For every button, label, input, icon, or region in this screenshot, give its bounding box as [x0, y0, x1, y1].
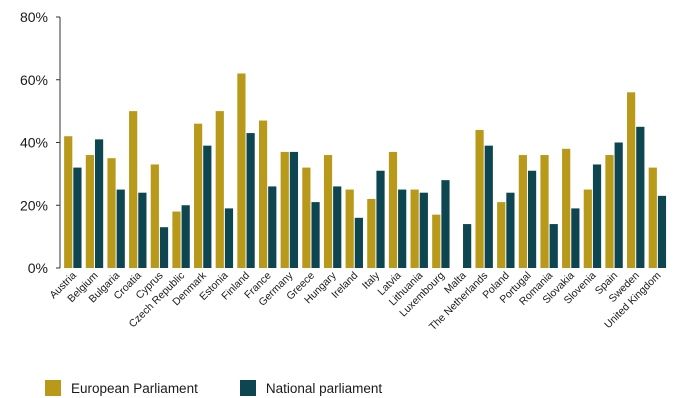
- bar-european-parliament: [627, 92, 636, 268]
- bar-national-parliament: [73, 167, 82, 268]
- bar-european-parliament: [540, 155, 549, 268]
- bar-european-parliament: [518, 155, 527, 268]
- legend-swatch-national-parliament: [239, 380, 256, 396]
- bar-european-parliament: [280, 151, 289, 268]
- bar-european-parliament: [258, 120, 268, 268]
- bar-european-parliament: [367, 198, 376, 268]
- bar-national-parliament: [289, 151, 299, 268]
- legend-swatch-european-parliament: [45, 380, 61, 396]
- bar-european-parliament: [237, 73, 246, 268]
- bar-national-parliament: [354, 217, 363, 268]
- bar-national-parliament: [94, 139, 104, 268]
- y-tick-label: 40%: [20, 135, 48, 151]
- bar-european-parliament: [215, 111, 224, 268]
- bar-national-parliament: [268, 186, 277, 268]
- bar-european-parliament: [85, 155, 94, 268]
- bar-european-parliament: [64, 136, 73, 268]
- bar-national-parliament: [527, 170, 537, 268]
- legend-label-national-parliament: National parliament: [265, 380, 383, 396]
- y-tick-label: 0%: [28, 260, 48, 276]
- bar-national-parliament: [224, 208, 234, 268]
- bar-national-parliament: [376, 170, 385, 268]
- bar-national-parliament: [138, 192, 147, 268]
- bar-european-parliament: [583, 189, 592, 268]
- bar-national-parliament: [484, 145, 493, 268]
- bar-national-parliament: [159, 227, 169, 268]
- bar-european-parliament: [194, 123, 203, 268]
- bar-national-parliament: [441, 180, 450, 268]
- bar-european-parliament: [432, 214, 441, 268]
- bar-european-parliament: [172, 211, 181, 268]
- bar-european-parliament: [388, 151, 398, 268]
- bar-national-parliament: [571, 208, 580, 268]
- bar-european-parliament: [129, 111, 138, 268]
- bars: [64, 73, 667, 268]
- bar-national-parliament: [549, 224, 558, 268]
- bar-national-parliament: [246, 133, 255, 268]
- bar-national-parliament: [398, 189, 407, 268]
- legend-label-european-parliament: European Parliament: [71, 380, 198, 396]
- bar-european-parliament: [562, 148, 571, 268]
- bar-european-parliament: [410, 189, 419, 268]
- bar-national-parliament: [592, 164, 602, 268]
- bar-national-parliament: [116, 189, 125, 268]
- bar-european-parliament: [648, 167, 657, 268]
- legend: European Parliament National parliament: [45, 380, 424, 396]
- bar-european-parliament: [107, 158, 116, 268]
- bar-national-parliament: [203, 145, 212, 268]
- x-axis-labels: AustriaBelgiumBulgariaCroatiaCyprusCzech…: [47, 269, 663, 333]
- bar-european-parliament: [302, 167, 311, 268]
- bar-european-parliament: [150, 164, 159, 268]
- bar-national-parliament: [311, 202, 320, 268]
- bar-national-parliament: [506, 192, 515, 268]
- bar-national-parliament: [657, 195, 667, 268]
- bar-national-parliament: [463, 224, 472, 268]
- bar-european-parliament: [323, 155, 333, 268]
- y-axis: 0% 20% 40% 60% 80%: [20, 9, 61, 276]
- bar-european-parliament: [605, 155, 614, 268]
- bar-national-parliament: [614, 142, 623, 268]
- bar-european-parliament: [345, 189, 354, 268]
- y-tick-label: 80%: [20, 9, 48, 25]
- bar-european-parliament: [497, 202, 506, 268]
- bar-chart: 0% 20% 40% 60% 80% AustriaBelgiumBulgariaCro…: [20, 9, 667, 333]
- bar-national-parliament: [181, 205, 190, 268]
- legend-item-european-parliament: European Parliament: [45, 380, 198, 396]
- y-tick-label: 20%: [20, 197, 48, 213]
- bar-european-parliament: [475, 129, 484, 268]
- legend-item-national-parliament: National parliament: [239, 380, 383, 396]
- y-tick-label: 60%: [20, 72, 48, 88]
- bar-national-parliament: [333, 186, 342, 268]
- bar-national-parliament: [419, 192, 428, 268]
- bar-national-parliament: [636, 126, 645, 268]
